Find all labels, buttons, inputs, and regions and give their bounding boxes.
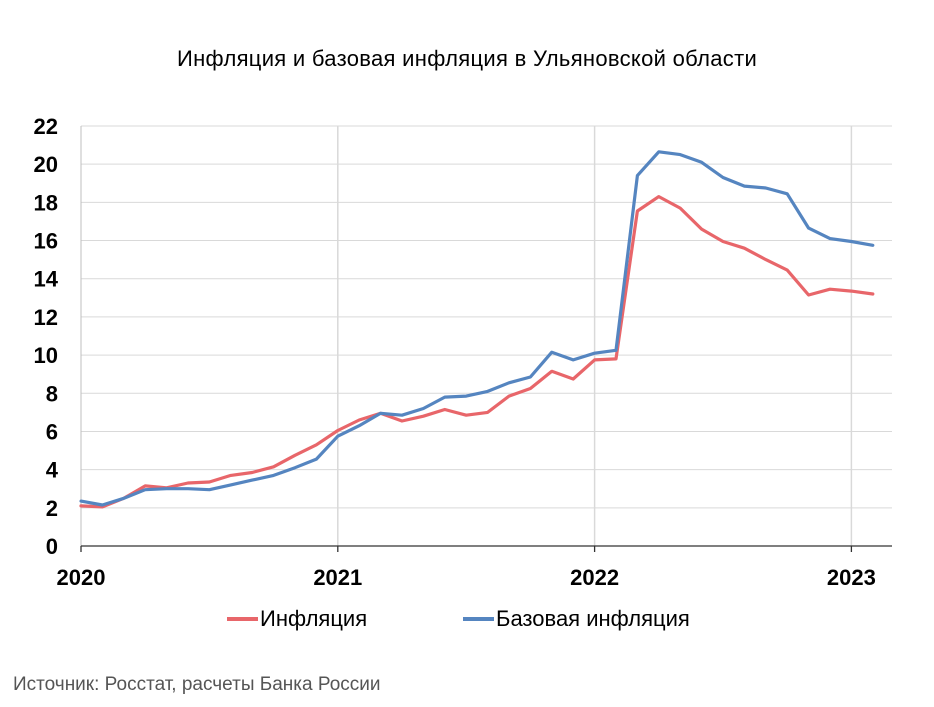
x-axis: 2020 2021 2022 2023: [57, 545, 892, 590]
y-tick-label: 10: [34, 343, 58, 368]
y-tick-label: 0: [46, 534, 58, 559]
y-tick-label: 20: [34, 152, 58, 177]
x-tick-label: 2022: [570, 565, 619, 590]
y-tick-label: 14: [34, 267, 59, 292]
legend-item-core-inflation: Базовая инфляция: [463, 606, 690, 632]
gridlines: [81, 125, 892, 546]
y-tick-label: 18: [34, 190, 58, 215]
source-note: Источник: Росстат, расчеты Банка России: [13, 674, 381, 695]
x-tick-label: 2021: [313, 565, 362, 590]
series-lines: [79, 150, 875, 509]
chart-title: Инфляция и базовая инфляция в Ульяновско…: [176, 46, 758, 71]
y-axis: 0 2 4 6 8 10 12 14 16 18 20 22: [34, 114, 82, 559]
y-tick-label: 2: [46, 496, 58, 521]
legend-label-inflation: Инфляция: [260, 606, 368, 631]
x-tick-label: 2023: [827, 565, 876, 590]
legend-swatch-inflation: [227, 617, 258, 621]
series-line-core-inflation: [79, 150, 875, 507]
series-line-inflation: [79, 195, 875, 509]
y-tick-label: 6: [46, 419, 58, 444]
y-tick-label: 22: [34, 114, 58, 139]
legend: Инфляция Базовая инфляция: [0, 606, 934, 634]
x-tick-label: 2020: [57, 565, 106, 590]
y-tick-label: 4: [46, 458, 59, 483]
legend-label-core-inflation: Базовая инфляция: [496, 606, 690, 631]
y-tick-label: 8: [46, 381, 58, 406]
legend-item-inflation: Инфляция: [227, 606, 367, 632]
y-tick-label: 12: [34, 305, 58, 330]
y-tick-label: 16: [34, 229, 58, 254]
legend-swatch-core-inflation: [463, 617, 494, 621]
